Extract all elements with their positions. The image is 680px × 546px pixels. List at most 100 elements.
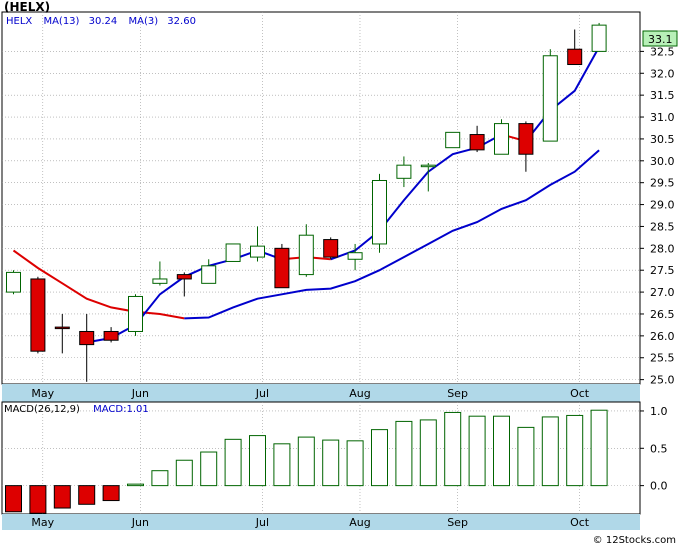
candle (518, 121, 534, 172)
candle (542, 49, 558, 142)
candle-body (323, 239, 339, 258)
candle-body (152, 278, 168, 284)
macd-legend-value: MACD:1.01 (93, 404, 149, 415)
legend-ticker: HELX (6, 16, 32, 27)
ma-line-segment (525, 46, 600, 142)
candle (298, 224, 314, 277)
candle (445, 131, 461, 149)
price-legend: HELX MA(13) 30.24 MA(3) 32.60 (6, 16, 196, 27)
macd-y-axis: 1.0 0.5 0.0 (640, 405, 668, 493)
candle-body (54, 326, 70, 330)
macd-bar (78, 485, 96, 505)
macd-bar (493, 415, 510, 487)
price-month-label: Sep (447, 387, 468, 400)
price-y-tick-label: 29.5 (650, 177, 675, 190)
candle (6, 270, 21, 295)
candle-body (567, 48, 583, 66)
macd-bar (468, 415, 486, 487)
candle-body (176, 274, 192, 280)
macd-y-tick-label: 1.0 (650, 405, 668, 418)
candle-body (30, 278, 46, 352)
price-month-label: Oct (570, 387, 590, 400)
macd-bar (566, 414, 584, 487)
price-y-tick-label: 29.0 (650, 199, 675, 212)
macd-month-label: Jun (131, 516, 149, 529)
ma-line-segment (184, 149, 600, 320)
price-y-tick-label: 32.5 (650, 45, 675, 58)
macd-bar (249, 435, 266, 487)
price-y-tick-label: 30.0 (650, 155, 675, 168)
price-x-axis: May Jun Jul Aug Sep Oct (31, 387, 589, 400)
macd-legend-label: MACD(26,12,9) (4, 404, 80, 415)
candle (128, 294, 143, 336)
macd-bar (590, 409, 608, 487)
candle (201, 259, 217, 284)
current-price-tag-text: 33.1 (648, 33, 673, 46)
candle-body (469, 134, 485, 151)
price-date-axis (2, 384, 640, 402)
price-y-tick-label: 28.0 (650, 242, 675, 255)
candle-body (591, 24, 607, 52)
candle-body (542, 55, 558, 142)
macd-bar (224, 438, 242, 487)
macd-bar (200, 451, 218, 487)
candle-body (128, 295, 143, 332)
candle (152, 261, 168, 286)
candle-body (79, 330, 95, 346)
candle (250, 226, 265, 262)
candle (567, 29, 583, 66)
candlesticks (6, 22, 607, 382)
price-y-tick-label: 26.0 (650, 330, 675, 343)
price-month-label: Jun (131, 387, 149, 400)
macd-month-label: Aug (349, 516, 370, 529)
legend-ma13-label: MA(13) (43, 16, 79, 27)
candle-body (396, 164, 412, 179)
macd-y-tick-label: 0.0 (650, 480, 668, 493)
legend-ma3-label: MA(3) (128, 16, 158, 27)
candle-body (274, 247, 290, 289)
price-panel-frame (1, 11, 641, 385)
macd-legend: MACD(26,12,9) MACD:1.01 (4, 404, 149, 415)
macd-bar (127, 483, 144, 487)
price-y-tick-label: 25.0 (650, 374, 675, 387)
macd-bar (371, 429, 388, 487)
candle-body (420, 164, 436, 168)
macd-y-tick-label: 0.5 (650, 442, 668, 455)
macd-bar (175, 459, 193, 487)
candle-body (6, 271, 21, 293)
candle (372, 173, 387, 253)
candle (54, 313, 70, 354)
price-month-label: Jul (255, 387, 269, 400)
price-grid (2, 12, 640, 384)
price-y-tick-label: 27.0 (650, 286, 675, 299)
macd-month-label: May (31, 516, 54, 529)
current-price-tag: 33.1 (642, 30, 678, 47)
macd-bar (395, 420, 413, 487)
candle (347, 243, 363, 271)
macd-month-label: Jul (255, 516, 269, 529)
price-y-tick-label: 27.5 (650, 264, 675, 277)
candle-body (445, 131, 461, 149)
candle-body (103, 330, 119, 341)
macd-bar (444, 411, 462, 487)
macd-bar (102, 485, 120, 502)
price-y-axis: 25.0 25.5 26.0 26.5 27.0 27.5 28.0 28.5 29.0 29.5… (640, 45, 675, 387)
macd-date-axis (2, 514, 640, 530)
price-month-label: Aug (349, 387, 370, 400)
macd-bar (419, 419, 437, 487)
candle-body (250, 245, 265, 258)
candle (469, 125, 485, 153)
macd-bar (5, 485, 22, 513)
candle (225, 243, 241, 262)
macd-bar (273, 443, 291, 487)
price-y-tick-label: 25.5 (650, 352, 675, 365)
candle (420, 162, 436, 192)
candle-body (298, 234, 314, 276)
candle (30, 276, 46, 354)
price-y-tick-label: 31.0 (650, 111, 675, 124)
candle (396, 156, 412, 188)
macd-month-label: Oct (570, 516, 590, 529)
price-y-tick-label: 30.5 (650, 133, 675, 146)
candle (323, 237, 339, 260)
legend-ma3-value: 32.60 (167, 16, 196, 27)
